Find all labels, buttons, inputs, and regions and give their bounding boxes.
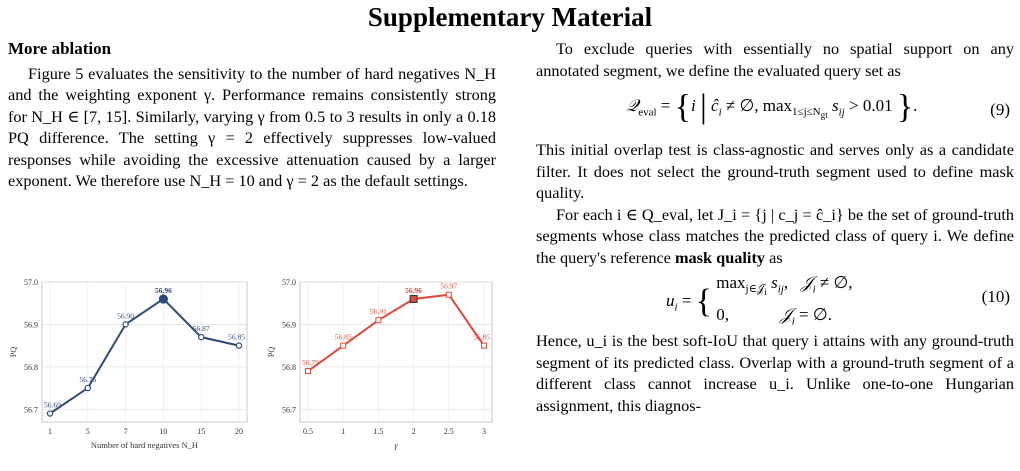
chart-1-ytick-2: 56.9 [282,320,296,329]
chart-1-point-0 [305,368,311,375]
section-heading: More ablation [8,39,112,58]
chart-0-value-label-3: 56.96 [155,286,172,295]
chart-1-xtick-0: 0.5 [303,427,313,436]
left-column: More ablation Figure 5 evaluates the sen… [8,38,496,192]
chart-1-xtick-4: 2.5 [444,427,454,436]
mask-quality-paragraph: For each i ∈ Q_eval, let J_i = {j | c_j … [536,204,1014,269]
chart-0-xtick-5: 20 [235,427,243,436]
chart-1-value-label-2: 56.91 [370,307,387,316]
chart-1-value-label-4: 56.97 [440,282,457,291]
chart-0-xtick-3: 10 [159,427,167,436]
chart-0-point-2 [122,321,129,328]
chart-1-value-label-5: 56.85 [473,333,490,342]
chart-0-value-label-4: 56.87 [193,324,210,333]
filter-paragraph: This initial overlap test is class-agnos… [536,140,1014,202]
chart-1-xtick-5: 3 [482,427,486,436]
chart-1-xtick-1: 1 [341,427,345,436]
chart-1-series-line [307,293,485,372]
ablation-figures: 56.7 56.8 56.9 57.0 1 5 7 10 15 20 PQ Number of har… [8,276,498,466]
chart-0-frame [41,281,248,423]
chart-1-ytick-3: 57.0 [282,278,296,287]
right-column: To exclude queries with essentially no s… [536,38,1014,416]
mask-quality-term: mask quality [674,247,766,267]
mask-quality-text-b: as [765,247,783,267]
equation-10: ui = { maxj∈𝒥i sij, 𝒥i ≠ ∅, 0, 𝒥i = ∅. (… [666,273,1010,327]
chart-1-point-1 [340,342,347,349]
equation-9-number: (9) [990,100,1010,119]
chart-0-xtick-1: 5 [86,427,90,436]
chart-0-value-label-0: 56.69 [44,401,61,410]
chart-0-xlabel: Number of hard negatives N_H [91,440,198,450]
chart-0-xtick-0: 1 [48,427,52,436]
chart-0-point-5 [235,342,243,349]
chart-1-point-3 [409,294,418,303]
chart-0-series-line [49,297,240,415]
chart-1-value-label-3: 56.96 [405,286,422,295]
chart-0-ytick-2: 56.9 [24,320,38,329]
page-title: Supplementary Material [367,2,653,32]
chart-1-xtick-2: 1.5 [373,427,383,436]
chart-1-ylabel: PQ [267,347,276,357]
chart-0-point-1 [84,384,92,392]
chart-0-point-0 [46,410,54,417]
chart-1-point-2 [375,317,382,324]
chart-0-ytick-1: 56.8 [24,363,38,372]
chart-1-frame [299,281,493,423]
chart-0-value-label-2: 56.90 [117,311,134,320]
query-set-paragraph: To exclude queries with essentially no s… [536,39,1014,80]
chart-0-ytick-3: 57.0 [24,278,38,287]
soft-iou-paragraph: Hence, u_i is the best soft-IoU that que… [536,331,1014,415]
chart-1-value-label-0: 56.79 [302,358,319,367]
chart-1-point-5 [481,342,487,349]
chart-0-ytick-0: 56.7 [24,405,38,414]
chart-0-value-label-5: 56.85 [228,333,245,342]
mask-quality-text-a: For each i ∈ Q_eval, let J_i = {j | c_j … [536,204,1014,267]
chart-1-ytick-1: 56.8 [282,363,296,372]
chart-1-ytick-0: 56.7 [282,405,296,414]
equation-9: 𝒬eval = {i | ĉi ≠ ∅, max1≤j≤Ngt sij > 0.… [626,88,1010,126]
chart-0-ylabel: PQ [9,347,18,357]
chart-0-point-4 [197,333,205,341]
chart-0-xtick-2: 7 [124,427,128,436]
chart-1-xtick-3: 2 [412,427,416,436]
chart-1-point-4 [445,291,452,298]
chart-0-value-label-1: 56.75 [79,375,96,384]
chart-1-value-label-1: 56.85 [335,333,352,342]
equation-10-number: (10) [981,287,1010,306]
chart-1-xlabel: γ [394,440,398,450]
ablation-paragraph: Figure 5 evaluates the sensitivity to th… [8,63,496,191]
chart-0-point-3 [158,294,168,304]
chart-0-xtick-4: 15 [197,427,205,436]
